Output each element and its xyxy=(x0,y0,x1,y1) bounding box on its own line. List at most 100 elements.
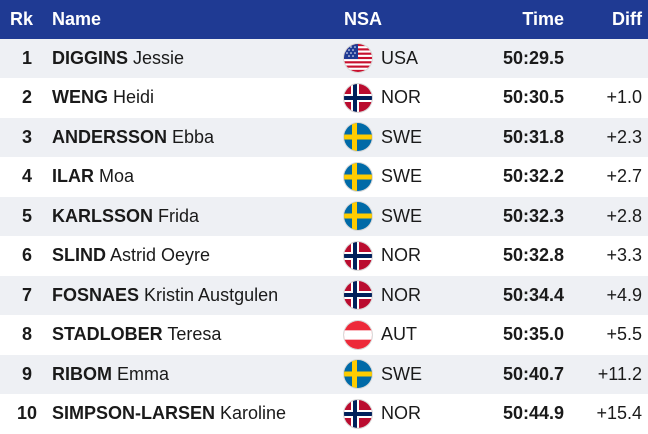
name-cell[interactable]: ILAR Moa xyxy=(52,166,344,187)
norway-flag-icon xyxy=(344,241,372,270)
norway-flag-icon xyxy=(344,281,372,310)
nsa-cell: NOR xyxy=(344,399,464,428)
nsa-code: NOR xyxy=(381,284,421,305)
name-cell[interactable]: STADLOBER Teresa xyxy=(52,324,344,345)
austria-flag-icon xyxy=(344,320,372,349)
sweden-flag-icon xyxy=(344,360,372,389)
athlete-surname: STADLOBER xyxy=(52,324,163,345)
header-nsa[interactable]: NSA xyxy=(344,9,383,29)
norway-flag-icon xyxy=(344,83,372,112)
nsa-cell: NOR xyxy=(344,241,464,270)
diff-cell: +3.3 xyxy=(606,245,642,266)
nsa-code: SWE xyxy=(381,363,423,384)
diff-cell: +2.3 xyxy=(606,126,642,147)
athlete-given-name: Astrid Oeyre xyxy=(110,245,211,266)
table-row[interactable]: 1 DIGGINS Jessie USA 50:29.5 xyxy=(0,39,648,79)
nsa-code: USA xyxy=(381,47,419,68)
table-header: Rk Name NSA Time Diff xyxy=(0,0,648,39)
rank-cell: 1 xyxy=(21,47,32,68)
diff-cell: +2.8 xyxy=(606,205,642,226)
header-name[interactable]: Name xyxy=(52,9,102,29)
rank-cell: 5 xyxy=(21,205,32,226)
athlete-surname: DIGGINS xyxy=(52,47,129,68)
diff-cell: +15.4 xyxy=(596,403,642,424)
diff-cell: +1.0 xyxy=(606,87,642,108)
table-row[interactable]: 2 WENG Heidi NOR 50:30.5 +1.0 xyxy=(0,78,648,118)
athlete-given-name: Emma xyxy=(117,363,170,384)
nsa-cell: USA xyxy=(344,44,464,73)
time-cell: 50:40.7 xyxy=(502,363,564,384)
athlete-surname: WENG xyxy=(52,87,108,108)
nsa-cell: SWE xyxy=(344,162,464,191)
table-row[interactable]: 9 RIBOM Emma SWE 50:40.7 +11.2 xyxy=(0,355,648,395)
nsa-cell: SWE xyxy=(344,202,464,231)
table-row[interactable]: 10 SIMPSON-LARSEN Karoline NOR 50:44.9 +15.4 xyxy=(0,394,648,434)
name-cell[interactable]: DIGGINS Jessie xyxy=(52,48,344,69)
nsa-cell: SWE xyxy=(344,123,464,152)
name-cell[interactable]: WENG Heidi xyxy=(52,87,344,108)
time-cell: 50:35.0 xyxy=(502,324,564,345)
table-row[interactable]: 7 FOSNAES Kristin Austgulen NOR 50:34.4 +4.9 xyxy=(0,276,648,316)
time-cell: 50:30.5 xyxy=(502,87,564,108)
rank-cell: 4 xyxy=(21,166,32,187)
nsa-cell: NOR xyxy=(344,83,464,112)
nsa-code: AUT xyxy=(381,324,417,345)
sweden-flag-icon xyxy=(344,123,372,152)
nsa-cell: AUT xyxy=(344,320,464,349)
usa-flag-icon xyxy=(344,44,372,73)
rank-cell: 7 xyxy=(21,284,32,305)
norway-flag-icon xyxy=(344,399,372,428)
athlete-given-name: Moa xyxy=(99,166,135,187)
nsa-code: SWE xyxy=(381,166,423,187)
athlete-surname: SIMPSON-LARSEN xyxy=(52,403,216,424)
time-cell: 50:31.8 xyxy=(502,126,564,147)
nsa-code: SWE xyxy=(381,126,423,147)
sweden-flag-icon xyxy=(344,162,372,191)
time-cell: 50:32.8 xyxy=(502,245,564,266)
name-cell[interactable]: SLIND Astrid Oeyre xyxy=(52,245,344,266)
rank-cell: 10 xyxy=(16,403,38,424)
nsa-cell: NOR xyxy=(344,281,464,310)
name-cell[interactable]: SIMPSON-LARSEN Karoline xyxy=(52,403,344,424)
diff-cell: +2.7 xyxy=(606,166,642,187)
athlete-surname: ANDERSSON xyxy=(52,126,168,147)
table-row[interactable]: 8 STADLOBER Teresa AUT 50:35.0 +5.5 xyxy=(0,315,648,355)
nsa-cell: SWE xyxy=(344,360,464,389)
header-rank[interactable]: Rk xyxy=(10,9,34,29)
header-time[interactable]: Time xyxy=(522,9,564,29)
athlete-given-name: Heidi xyxy=(113,87,155,108)
athlete-given-name: Ebba xyxy=(172,126,215,147)
name-cell[interactable]: ANDERSSON Ebba xyxy=(52,127,344,148)
time-cell: 50:44.9 xyxy=(502,403,564,424)
athlete-given-name: Kristin Austgulen xyxy=(144,284,279,305)
time-cell: 50:32.2 xyxy=(502,166,564,187)
athlete-surname: FOSNAES xyxy=(52,284,140,305)
time-cell: 50:29.5 xyxy=(502,47,564,68)
athlete-given-name: Frida xyxy=(158,205,200,226)
table-row[interactable]: 4 ILAR Moa SWE 50:32.2 +2.7 xyxy=(0,157,648,197)
athlete-given-name: Teresa xyxy=(167,324,222,345)
table-row[interactable]: 3 ANDERSSON Ebba SWE 50:31.8 +2.3 xyxy=(0,118,648,158)
diff-cell: +11.2 xyxy=(597,363,642,384)
athlete-surname: ILAR xyxy=(52,166,94,187)
rank-cell: 8 xyxy=(21,324,32,345)
table-row[interactable]: 6 SLIND Astrid Oeyre NOR 50:32.8 +3.3 xyxy=(0,236,648,276)
athlete-surname: RIBOM xyxy=(52,363,112,384)
name-cell[interactable]: RIBOM Emma xyxy=(52,364,344,385)
rank-cell: 3 xyxy=(21,126,32,147)
table-row[interactable]: 5 KARLSSON Frida SWE 50:32.3 +2.8 xyxy=(0,197,648,237)
athlete-surname: SLIND xyxy=(52,245,106,266)
athlete-surname: KARLSSON xyxy=(52,205,154,226)
name-cell[interactable]: FOSNAES Kristin Austgulen xyxy=(52,285,344,306)
time-cell: 50:34.4 xyxy=(502,284,564,305)
nsa-code: NOR xyxy=(381,245,421,266)
rank-cell: 6 xyxy=(21,245,32,266)
athlete-given-name: Karoline xyxy=(220,403,287,424)
table-body: 1 DIGGINS Jessie USA 50:29.5 2 WENG Heidi NOR 5… xyxy=(0,39,648,434)
nsa-code: SWE xyxy=(381,205,423,226)
header-diff[interactable]: Diff xyxy=(612,9,642,29)
nsa-code: NOR xyxy=(381,403,421,424)
name-cell[interactable]: KARLSSON Frida xyxy=(52,206,344,227)
nsa-code: NOR xyxy=(381,87,421,108)
